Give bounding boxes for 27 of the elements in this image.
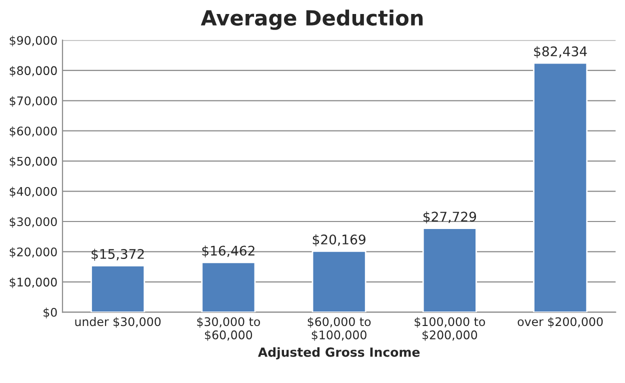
y-tick-label: $90,000 — [10, 36, 57, 46]
bar — [312, 250, 366, 312]
data-label: $20,169 — [312, 234, 366, 246]
y-tick-label: $80,000 — [10, 66, 57, 77]
x-tick-label: under $30,000 — [75, 317, 161, 328]
data-label: $82,434 — [534, 46, 587, 58]
x-tick-label: $30,000 to $60,000 — [197, 317, 260, 341]
y-tick-label: $30,000 — [10, 217, 57, 228]
y-tick-label: $20,000 — [10, 247, 57, 258]
chart-title: Average Deduction — [200, 10, 423, 30]
bar — [533, 62, 588, 312]
bar — [201, 262, 256, 312]
y-tick-label: $70,000 — [10, 96, 57, 107]
bar — [422, 228, 477, 312]
data-label: $27,729 — [424, 211, 476, 224]
y-tick-label: $40,000 — [10, 186, 57, 198]
x-tick-label: over $200,000 — [518, 317, 603, 328]
y-tick-label: $50,000 — [10, 156, 57, 168]
y-tick-label: $60,000 — [10, 126, 57, 138]
x-axis-title: Adjusted Gross Income — [258, 347, 420, 360]
y-tick-label: $0 — [44, 308, 57, 318]
bar — [90, 265, 146, 312]
y-tick-label: $10,000 — [10, 277, 57, 288]
x-tick-label: $60,000 to $100,000 — [308, 317, 371, 341]
data-label: $16,462 — [202, 245, 254, 258]
data-label: $15,372 — [92, 248, 144, 261]
x-tick-label: $100,000 to $200,000 — [414, 317, 486, 341]
